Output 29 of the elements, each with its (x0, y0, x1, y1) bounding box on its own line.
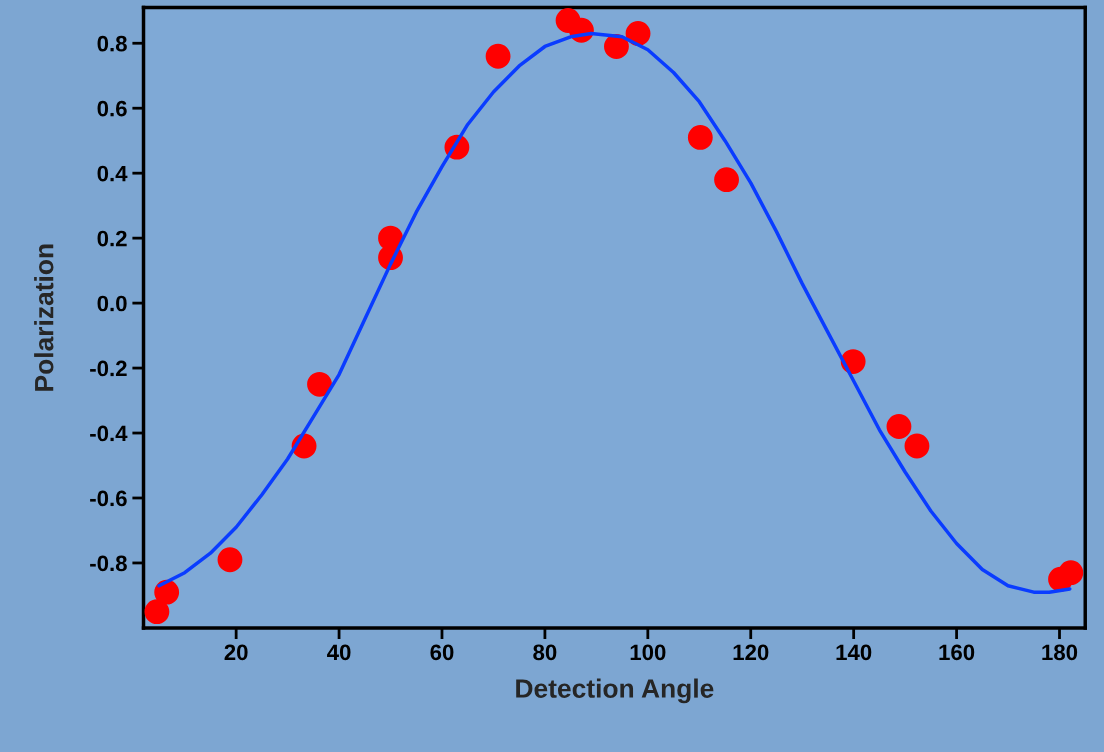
x-tick-label: 160 (939, 644, 975, 661)
x-tick-label: 20 (224, 644, 248, 661)
x-tick-label: 80 (533, 644, 557, 661)
point (485, 43, 511, 69)
y-tick-label: 0.0 (97, 295, 127, 312)
x-tick-label: 180 (1042, 644, 1078, 661)
y-tick-label: -0.8 (90, 555, 127, 572)
point (1058, 560, 1084, 586)
y-tick-label: -0.2 (90, 360, 127, 377)
x-tick-label: 120 (733, 644, 769, 661)
x-tick-label: 100 (630, 644, 666, 661)
y-tick-label: 0.6 (97, 100, 127, 117)
y-tick-label: -0.6 (90, 490, 127, 507)
point (217, 547, 243, 573)
y-tick-label: 0.8 (97, 35, 127, 52)
x-tick-label: 60 (430, 644, 454, 661)
y-axis-title: Polarization (34, 244, 54, 391)
x-tick-label: 40 (327, 644, 351, 661)
x-axis-title: Detection Angle (516, 678, 714, 704)
point (904, 433, 930, 459)
y-tick-label: 0.4 (97, 165, 128, 182)
point (687, 125, 713, 150)
x-tick-label: 140 (836, 644, 872, 661)
y-tick-label: 0.2 (97, 230, 127, 247)
point (307, 371, 332, 397)
point (714, 167, 739, 193)
point (144, 599, 170, 625)
point (886, 414, 912, 439)
y-tick-label: -0.4 (90, 425, 128, 442)
